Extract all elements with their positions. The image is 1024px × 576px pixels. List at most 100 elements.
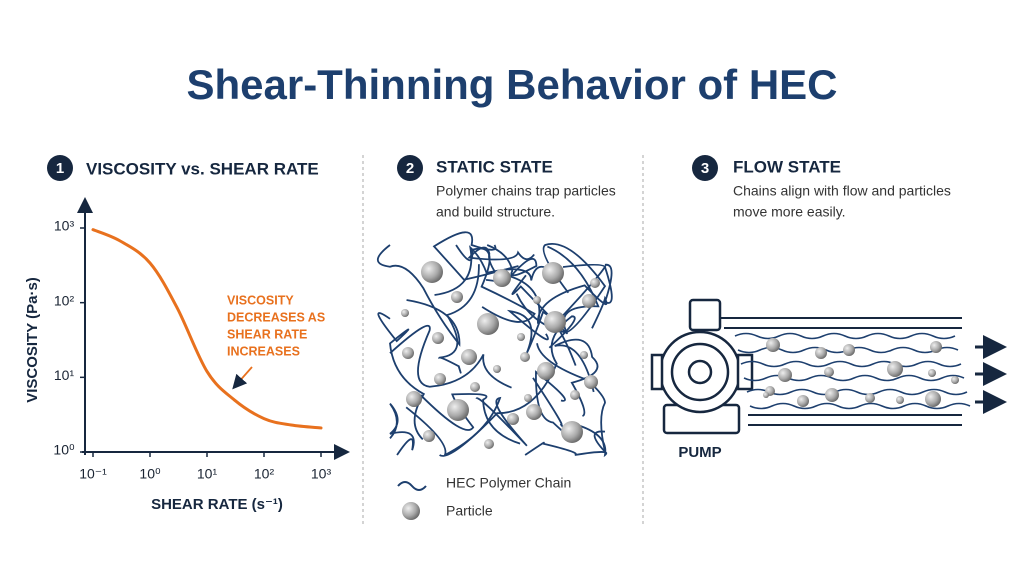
particle xyxy=(582,294,596,308)
polymer-chain xyxy=(559,263,613,320)
polymer-chain xyxy=(389,324,512,389)
particle xyxy=(896,396,904,404)
legend-particle-icon xyxy=(402,502,420,520)
particle xyxy=(406,391,422,407)
particle xyxy=(584,375,598,389)
particle xyxy=(824,367,834,377)
flow-lines xyxy=(734,332,971,410)
particle xyxy=(493,365,501,373)
aligned-chain xyxy=(749,402,971,410)
panel-description: Polymer chains trap particles xyxy=(436,183,616,199)
particle xyxy=(423,430,435,442)
particle xyxy=(533,296,541,304)
badge-number: 3 xyxy=(701,160,709,177)
annotation: VISCOSITY xyxy=(227,293,294,307)
particle xyxy=(461,349,477,365)
legend-label: Particle xyxy=(446,503,493,519)
badge-number: 1 xyxy=(56,160,64,177)
aligned-chain xyxy=(734,332,956,340)
x-tick-label: 10⁻¹ xyxy=(79,466,107,482)
particle xyxy=(520,352,530,362)
particle xyxy=(763,392,769,398)
particle xyxy=(401,309,409,317)
polymer-chain xyxy=(376,244,461,347)
legend-label: HEC Polymer Chain xyxy=(446,475,571,491)
particle xyxy=(930,341,942,353)
particle xyxy=(887,361,903,377)
polymer-chain xyxy=(434,245,555,296)
polymer-chain xyxy=(554,338,599,417)
particle xyxy=(524,394,532,402)
particle xyxy=(544,311,566,333)
static-network xyxy=(376,231,613,458)
y-tick-label: 10¹ xyxy=(54,367,75,383)
y-axis-label: VISCOSITY (Pa·s) xyxy=(24,277,41,403)
badge xyxy=(692,155,718,181)
annotation: INCREASES xyxy=(227,344,300,358)
y-tick-label: 10² xyxy=(54,292,75,308)
particle xyxy=(470,382,480,392)
x-axis-label: SHEAR RATE (s⁻¹) xyxy=(151,496,283,513)
badge xyxy=(397,155,423,181)
particle xyxy=(493,269,511,287)
polymer-chain xyxy=(377,312,426,441)
pump xyxy=(650,298,754,435)
particle xyxy=(797,395,809,407)
panel-description: Chains align with flow and particles xyxy=(733,183,951,199)
panel-title: STATIC STATE xyxy=(436,157,553,176)
x-tick-label: 10² xyxy=(254,466,275,482)
particle xyxy=(778,368,792,382)
polymer-chain xyxy=(405,396,528,457)
x-tick-label: 10⁰ xyxy=(139,466,161,482)
aligned-chain xyxy=(746,388,968,396)
particle xyxy=(580,351,588,359)
y-tick-label: 10³ xyxy=(54,218,75,234)
particle xyxy=(526,404,542,420)
panel-title: VISCOSITY vs. SHEAR RATE xyxy=(86,159,319,178)
badge-number: 2 xyxy=(406,160,414,177)
particle xyxy=(590,278,600,288)
polymer-chain xyxy=(532,370,572,439)
polymer-chain xyxy=(389,403,415,456)
x-tick-label: 10³ xyxy=(311,466,332,482)
y-tick-label: 10⁰ xyxy=(53,442,75,458)
polymer-chain xyxy=(467,246,535,281)
particle xyxy=(561,421,583,443)
panel-description: and build structure. xyxy=(436,204,555,220)
annotation-arrow xyxy=(232,366,253,390)
particle xyxy=(421,261,443,283)
polymer-chain xyxy=(511,245,600,335)
annotation: DECREASES AS xyxy=(227,310,325,324)
particle xyxy=(447,399,469,421)
particle xyxy=(928,369,936,377)
particle xyxy=(434,373,446,385)
particle xyxy=(542,262,564,284)
particle xyxy=(432,332,444,344)
particle xyxy=(477,313,499,335)
polymer-chain xyxy=(432,231,519,281)
particle xyxy=(507,413,519,425)
panel-title: FLOW STATE xyxy=(733,157,841,176)
particle xyxy=(484,439,494,449)
particle xyxy=(517,333,525,341)
legend-chain-icon xyxy=(397,481,427,491)
particle xyxy=(766,338,780,352)
x-tick-label: 10¹ xyxy=(197,466,218,482)
polymer-chain xyxy=(524,425,608,458)
aligned-chain xyxy=(740,360,962,368)
flow-arrows xyxy=(975,335,1007,414)
polymer-chain xyxy=(437,264,480,374)
particle xyxy=(815,347,827,359)
panel-description: move more easily. xyxy=(733,204,846,220)
particle xyxy=(843,344,855,356)
particle xyxy=(537,362,555,380)
page-title: Shear-Thinning Behavior of HEC xyxy=(186,61,837,108)
particle xyxy=(925,391,941,407)
particle xyxy=(402,347,414,359)
particle xyxy=(570,390,580,400)
particle xyxy=(451,291,463,303)
annotation: SHEAR RATE xyxy=(227,327,307,341)
particle xyxy=(865,393,875,403)
data-line xyxy=(91,228,323,430)
